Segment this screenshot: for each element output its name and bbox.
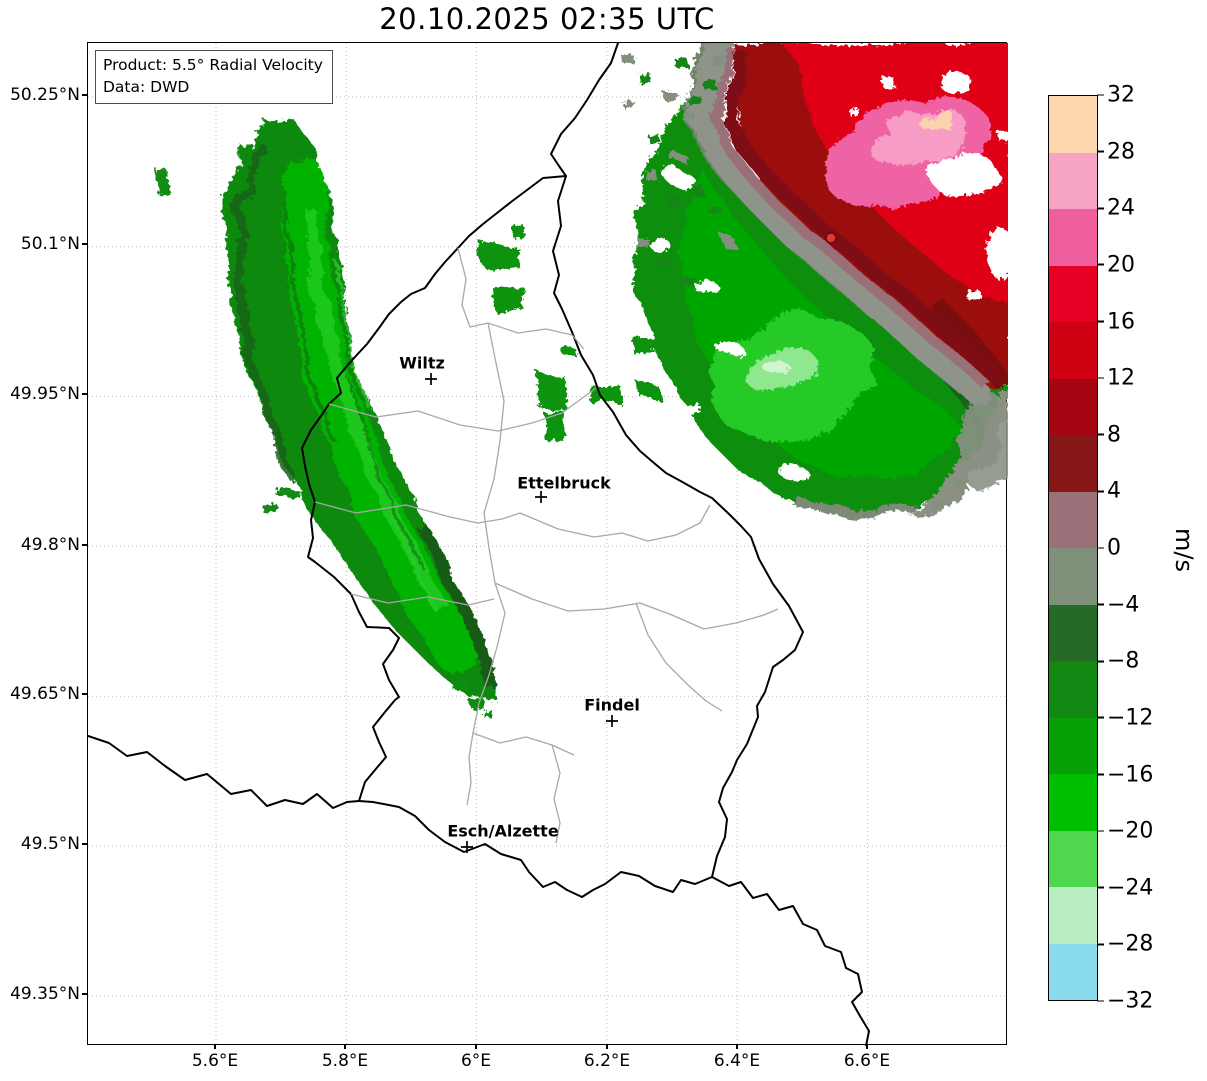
colorbar-tick-label: 24 [1097, 195, 1135, 221]
colorbar-tick-label: 16 [1097, 309, 1135, 334]
border-belgium-germany [550, 43, 619, 177]
city-markers [425, 373, 618, 853]
colorbar-tick-label: −20 [1096, 818, 1154, 844]
district-borders [314, 247, 779, 844]
colorbar-tick-label: −12 [1096, 705, 1154, 731]
colorbar-segment [1049, 322, 1097, 379]
lat-tick-label: 50.25°N [0, 85, 87, 105]
lon-tick-label: 6.2°E [562, 1044, 652, 1071]
radar-scattered-cells [478, 223, 654, 435]
national-borders [88, 43, 870, 1046]
border-luxembourg [301, 175, 804, 898]
colorbar-segment [1049, 378, 1097, 435]
city-label-esch-alzette: Esch/Alzette [447, 821, 559, 841]
colorbar-segment [1049, 830, 1097, 887]
border-france-belgium [88, 735, 360, 809]
lat-tick-label: 49.65°N [0, 684, 87, 704]
colorbar-segment [1049, 265, 1097, 322]
lat-tick-label: 49.5°N [0, 834, 87, 854]
lat-tick-label: 49.95°N [0, 384, 87, 404]
colorbar-tick-label: 0 [1097, 535, 1121, 561]
city-marker-findel [606, 715, 618, 727]
colorbar-tick-label: 20 [1097, 252, 1135, 278]
colorbar-segment [1049, 774, 1097, 831]
colorbar-segment [1049, 943, 1097, 1000]
colorbar-tick-label: −32 [1096, 988, 1154, 1014]
radar-velocity-band-west [152, 113, 492, 712]
lon-tick-label: 5.6°E [170, 1044, 260, 1071]
colorbar-tick-label: 28 [1097, 139, 1135, 165]
colorbar-tick-label: −8 [1096, 648, 1140, 674]
city-label-ettelbruck: Ettelbruck [517, 473, 611, 493]
city-marker-esch-alzette [461, 841, 473, 853]
colorbar-segment [1049, 435, 1097, 492]
map-plot: Product: 5.5° Radial Velocity Data: DWD … [87, 42, 1008, 1046]
colorbar-tick-label: 4 [1097, 478, 1121, 504]
city-marker-ettelbruck [535, 491, 547, 503]
colorbar-tick-label: −28 [1096, 931, 1154, 957]
colorbar-tick-label: 8 [1097, 422, 1121, 448]
colorbar-segment [1049, 604, 1097, 661]
colorbar-tick-label: 32 [1097, 82, 1135, 108]
data-source-label: Data: DWD [103, 78, 190, 96]
border-france-germany [711, 876, 870, 1046]
lon-tick-label: 6.4°E [692, 1044, 782, 1071]
colorbar-segment [1049, 548, 1097, 605]
colorbar-tick-label: −24 [1096, 875, 1154, 901]
colorbar-tick-label: 12 [1097, 365, 1135, 391]
colorbar-tick-labels: 32 28 24 20 16 12 8 4 0 −4 −8 −12 −16 −20 −24 −28 −32 [1096, 83, 1187, 1014]
colorbar-unit-label: m/s [1170, 528, 1198, 572]
city-label-findel: Findel [584, 695, 640, 715]
lon-tick-label: 6°E [431, 1044, 521, 1071]
colorbar-segment [1049, 152, 1097, 209]
radar-site-marker [825, 232, 837, 244]
colorbar-segment [1049, 491, 1097, 548]
colorbar-segment [1049, 661, 1097, 718]
lon-tick-label: 5.8°E [300, 1044, 390, 1071]
colorbar-segment [1049, 717, 1097, 774]
colorbar-tick-label: −4 [1096, 592, 1140, 618]
colorbar-segment [1049, 96, 1097, 153]
colorbar-tick-label: −16 [1096, 762, 1154, 787]
map-canvas [88, 43, 1008, 1046]
city-marker-wiltz [425, 373, 437, 385]
product-info-box: Product: 5.5° Radial Velocity Data: DWD [95, 50, 333, 104]
lat-tick-label: 50.1°N [0, 234, 87, 254]
product-label: Product: 5.5° Radial Velocity [103, 56, 323, 74]
radar-storm-cell-northeast [616, 43, 1008, 517]
figure-title: 20.10.2025 02:35 UTC [379, 2, 715, 36]
city-label-wiltz: Wiltz [399, 353, 445, 373]
colorbar-segment [1049, 887, 1097, 944]
lat-tick-label: 49.35°N [0, 984, 87, 1004]
lat-tick-label: 49.8°N [0, 535, 87, 555]
lon-tick-label: 6.6°E [822, 1044, 912, 1071]
colorbar-gradient [1048, 95, 1098, 1001]
colorbar-segment [1049, 209, 1097, 266]
